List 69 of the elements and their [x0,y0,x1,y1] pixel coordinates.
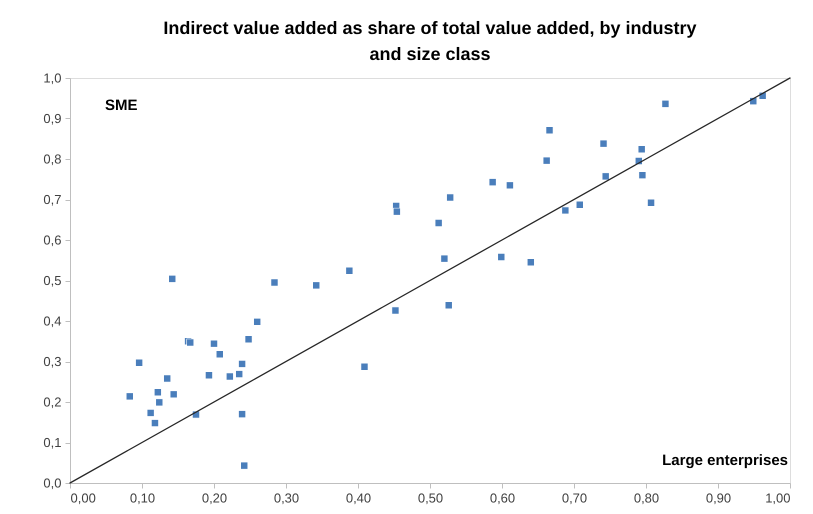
y-tick-label: 0,2 [43,394,62,410]
point [146,409,154,417]
point [393,208,401,216]
point [392,306,400,314]
point [238,360,246,368]
point [216,350,224,358]
point [526,258,535,266]
point [238,410,246,418]
y-tick-label: 1,0 [43,70,62,86]
point [205,371,213,380]
point [312,282,320,290]
x-tick-label: 0,90 [706,490,732,506]
point [542,156,550,164]
point [446,194,454,202]
point [155,398,164,406]
point [346,266,354,275]
point [638,171,646,180]
x-tick-label: 1,00 [765,490,790,506]
x-axis-title: Large enterprises [662,452,788,469]
point [647,198,655,207]
y-tick-label: 0,4 [43,314,62,328]
point [135,358,143,367]
y-tick-label: 0,6 [43,232,62,248]
y-tick-label: 0,5 [43,273,62,288]
point [244,335,252,344]
point [170,390,178,398]
y-tick-label: 0,9 [43,111,62,126]
y-tick-label: 0,3 [43,354,62,369]
point [662,100,670,108]
x-tick-label: 0,30 [274,490,300,506]
x-tick-label: 0,80 [634,490,660,506]
point [576,200,584,209]
point [253,318,262,326]
y-tick-label: 0,1 [43,435,62,450]
point [546,126,554,134]
point [240,462,248,470]
x-tick-label: 0,70 [562,490,588,506]
point [235,370,244,378]
x-tick-label: 0,40 [346,490,372,506]
y-tick-label: 0,8 [43,152,62,166]
x-tick-label: 0,10 [130,490,156,506]
point [497,253,506,261]
point [600,140,608,148]
x-tick-label: 0,20 [202,490,228,506]
point [440,254,448,262]
point [151,419,159,427]
x-tick-label: 0,00 [70,490,96,506]
chart-title: Indirect value added as share of total value added, by industry and size class [163,18,697,64]
point [168,275,176,283]
point [638,145,646,154]
point [226,372,234,380]
point [186,338,194,346]
point [270,278,278,286]
point [506,181,514,190]
point [602,172,610,180]
y-tick-label: 0,7 [43,192,62,207]
point [163,374,172,382]
x-tick-label: 0,60 [490,490,516,506]
point [360,362,368,371]
x-tick-label: 0,50 [418,490,444,506]
point [444,301,453,310]
point [154,388,162,396]
point [210,340,218,348]
y-tick-label: 0,0 [43,476,62,490]
point [488,178,496,186]
y-axis-title: SME [105,97,138,114]
point [126,392,134,400]
point [562,206,570,214]
point [434,219,442,227]
